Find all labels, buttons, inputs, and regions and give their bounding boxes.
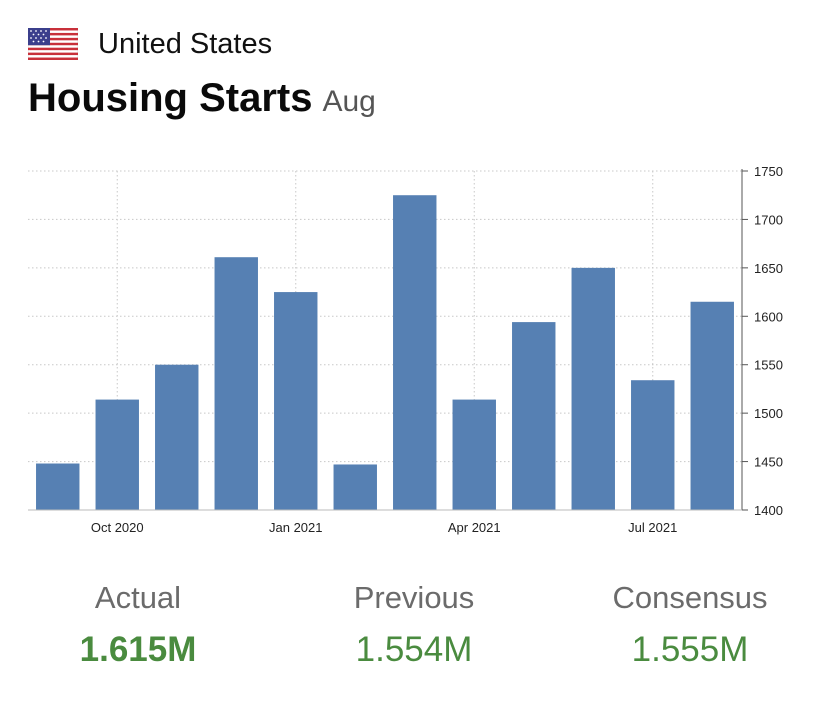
y-tick-label: 1750 (754, 164, 783, 179)
bar (95, 399, 139, 510)
country-header: United States (28, 24, 272, 64)
us-flag-icon (28, 28, 78, 60)
y-tick-label: 1400 (754, 503, 783, 518)
bar (631, 380, 675, 510)
x-tick-label: Jul 2021 (628, 520, 677, 535)
y-tick-label: 1600 (754, 309, 783, 324)
bar (571, 267, 615, 510)
y-tick-label: 1500 (754, 406, 783, 421)
stat-previous: Previous 1.554M (304, 580, 524, 670)
consensus-value: 1.555M (631, 630, 749, 669)
previous-value: 1.554M (355, 630, 473, 669)
bar (393, 195, 437, 510)
country-name: United States (98, 27, 273, 60)
x-tick-label: Oct 2020 (91, 520, 144, 535)
housing-starts-bar-chart: 1400 1450 1500 1550 1600 1650 1700 1750 Oct 2020… (28, 164, 783, 535)
stat-actual: Actual 1.615M (28, 580, 248, 670)
y-tick-label: 1700 (754, 212, 783, 227)
bar (36, 463, 80, 510)
period-label: Aug (322, 85, 376, 118)
actual-label: Actual (94, 580, 182, 615)
bar (512, 322, 556, 510)
bar (155, 364, 199, 510)
bar (452, 399, 496, 510)
y-tick-label: 1450 (754, 455, 783, 470)
x-tick-label: Jan 2021 (269, 520, 323, 535)
bar (333, 464, 377, 510)
actual-value: 1.615M (79, 630, 197, 669)
previous-label: Previous (353, 580, 475, 615)
bar (274, 292, 318, 510)
stats-row: Actual 1.615M Previous 1.554M Consensus … (0, 580, 828, 680)
title-row: Housing Starts Aug (28, 76, 376, 121)
y-tick-label: 1550 (754, 358, 783, 373)
y-tick-label: 1650 (754, 261, 783, 276)
consensus-label: Consensus (612, 580, 768, 615)
bar (690, 301, 734, 510)
stat-consensus: Consensus 1.555M (580, 580, 800, 670)
indicator-title: Housing Starts (28, 76, 313, 120)
bar (214, 257, 258, 510)
x-tick-label: Apr 2021 (448, 520, 501, 535)
